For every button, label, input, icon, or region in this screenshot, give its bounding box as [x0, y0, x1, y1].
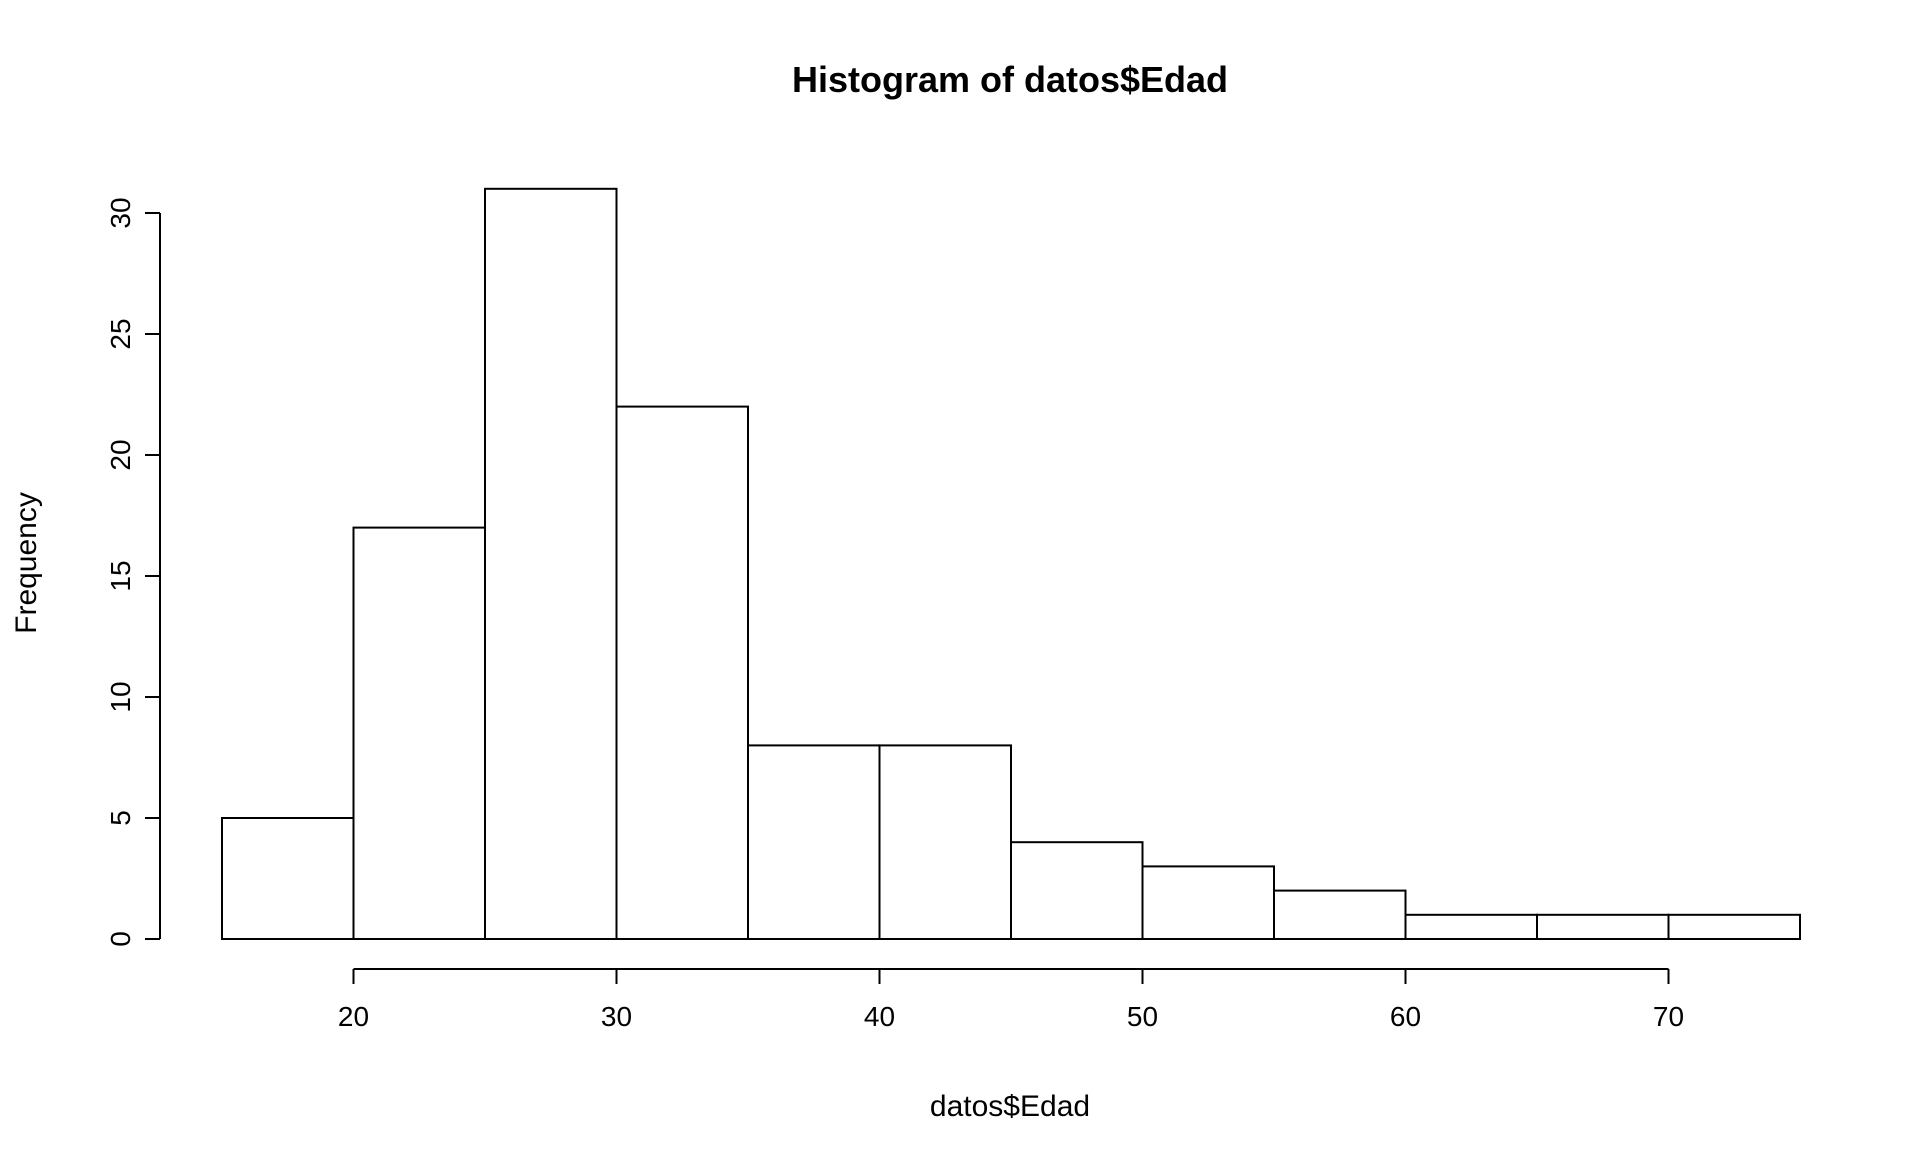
x-axis-label: datos$Edad — [930, 1090, 1090, 1123]
x-tick-label: 70 — [1653, 1001, 1684, 1032]
chart-title: Histogram of datos$Edad — [792, 59, 1228, 100]
x-tick-label: 50 — [1127, 1001, 1158, 1032]
y-tick-label: 20 — [105, 439, 136, 470]
y-tick-label: 5 — [105, 810, 136, 826]
histogram-bar — [878, 744, 1012, 941]
histogram-bar — [615, 405, 749, 941]
y-tick-label: 10 — [105, 681, 136, 712]
histogram-bar — [484, 187, 618, 941]
y-tick-label: 25 — [105, 318, 136, 349]
histogram-bar — [221, 817, 355, 940]
x-tick-label: 40 — [864, 1001, 895, 1032]
y-tick-label: 0 — [105, 931, 136, 947]
y-tick-label: 30 — [105, 197, 136, 228]
x-tick-label: 30 — [601, 1001, 632, 1032]
histogram-bars — [221, 187, 1801, 941]
histogram-bar — [747, 744, 881, 941]
histogram-bar — [352, 526, 486, 940]
x-axis: 20 30 40 50 60 70 — [338, 968, 1684, 1032]
y-axis-label: Frequency — [10, 492, 43, 634]
histogram-bar — [1273, 889, 1407, 940]
histogram-bar — [1536, 913, 1670, 940]
x-tick-label: 20 — [338, 1001, 369, 1032]
histogram-bar — [1404, 913, 1538, 940]
histogram-bar — [1667, 913, 1801, 940]
y-axis: 0 5 10 15 20 25 30 — [105, 197, 161, 947]
histogram-bar — [1010, 841, 1144, 941]
histogram-bar — [1141, 865, 1275, 941]
x-tick-label: 60 — [1390, 1001, 1421, 1032]
y-tick-label: 15 — [105, 560, 136, 591]
